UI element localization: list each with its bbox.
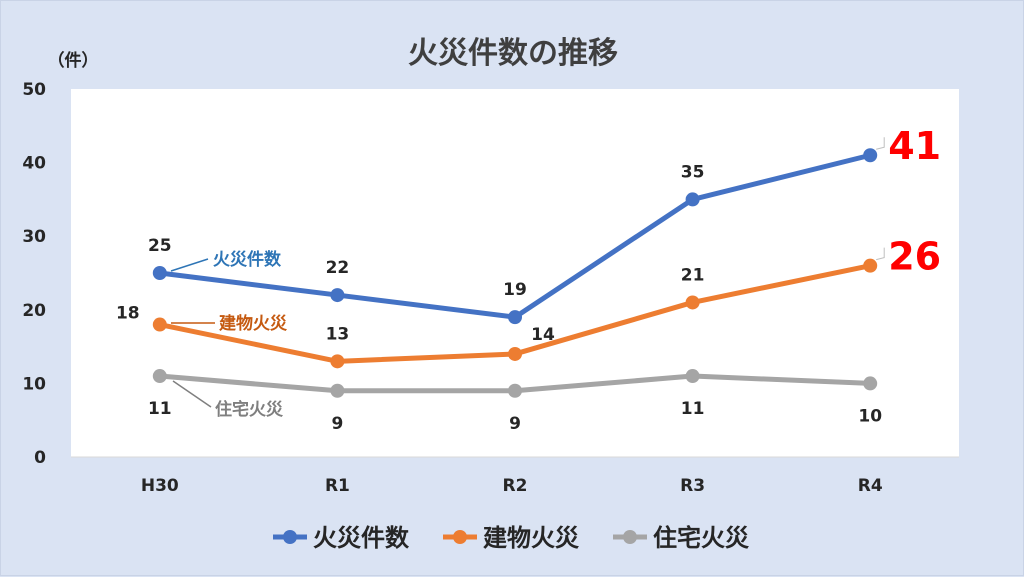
legend-marker <box>623 530 637 544</box>
series-callout-leader <box>170 258 209 272</box>
legend-item: 火災件数 <box>273 524 410 552</box>
data-point <box>685 369 700 384</box>
series-layer: 25 22 19 35 41 火災件数 18 13 14 21 26 建物火災 11 9 9 11 10 住宅火災 <box>116 124 941 434</box>
chart-title: 火災件数の推移 <box>408 36 618 71</box>
data-label: 10 <box>858 406 882 426</box>
series-callout-label: 建物火災 <box>219 313 288 334</box>
data-label: 14 <box>531 325 555 345</box>
data-point <box>330 383 345 398</box>
x-axis-ticks: H30 R1 R2 R3 R4 <box>141 476 883 496</box>
data-point <box>685 192 700 207</box>
series-callout-label: 火災件数 <box>213 249 282 270</box>
y-tick-label: 30 <box>22 227 46 247</box>
data-point <box>685 295 700 310</box>
data-point <box>863 148 878 163</box>
x-tick-label: R4 <box>858 476 883 496</box>
series-1: 25 22 19 35 41 火災件数 <box>148 124 941 325</box>
y-tick-label: 20 <box>22 301 46 321</box>
y-axis-unit: （件） <box>48 50 99 71</box>
data-label: 22 <box>326 258 350 278</box>
legend-marker <box>453 530 467 544</box>
data-point <box>152 266 167 280</box>
x-tick-label: H30 <box>141 476 179 496</box>
data-label: 11 <box>148 399 172 419</box>
data-point <box>508 383 522 398</box>
data-label-leader <box>876 137 885 150</box>
legend: 火災件数 建物火災 住宅火災 <box>273 524 750 552</box>
data-point <box>152 369 167 384</box>
legend-label: 建物火災 <box>483 524 580 552</box>
data-point <box>152 317 167 332</box>
x-tick-label: R3 <box>680 476 705 496</box>
x-tick-label: R1 <box>325 476 350 496</box>
y-axis-ticks: 0 10 20 30 40 50 <box>22 80 46 468</box>
data-label: 35 <box>681 162 705 182</box>
series-2: 18 13 14 21 26 建物火災 <box>116 235 941 369</box>
data-label-highlight: 26 <box>888 235 941 279</box>
data-label-leader <box>876 247 885 261</box>
data-point <box>863 258 878 273</box>
y-tick-label: 40 <box>22 154 46 174</box>
data-point <box>508 346 522 361</box>
series-callout-label: 住宅火災 <box>215 399 284 420</box>
data-point <box>330 288 345 303</box>
data-label: 9 <box>331 414 343 434</box>
y-tick-label: 10 <box>22 374 46 394</box>
y-tick-label: 0 <box>34 448 46 468</box>
legend-marker <box>283 530 297 544</box>
y-tick-label: 50 <box>22 80 46 100</box>
data-label: 11 <box>681 399 705 419</box>
data-point <box>508 310 522 325</box>
data-label: 18 <box>116 304 140 324</box>
data-label: 9 <box>509 414 521 434</box>
x-tick-label: R2 <box>503 476 528 496</box>
legend-item: 住宅火災 <box>613 524 750 552</box>
legend-label: 住宅火災 <box>653 524 750 552</box>
data-label: 13 <box>326 324 350 344</box>
series-callout-leader <box>172 380 212 408</box>
data-label: 19 <box>503 280 527 300</box>
data-label: 21 <box>681 265 705 285</box>
data-label-highlight: 41 <box>888 124 941 168</box>
legend-item: 建物火災 <box>443 524 580 552</box>
series-3: 11 9 9 11 10 住宅火災 <box>148 369 882 434</box>
legend-label: 火災件数 <box>313 524 410 552</box>
data-point <box>863 376 878 391</box>
data-point <box>330 354 345 369</box>
data-label: 25 <box>148 236 172 256</box>
